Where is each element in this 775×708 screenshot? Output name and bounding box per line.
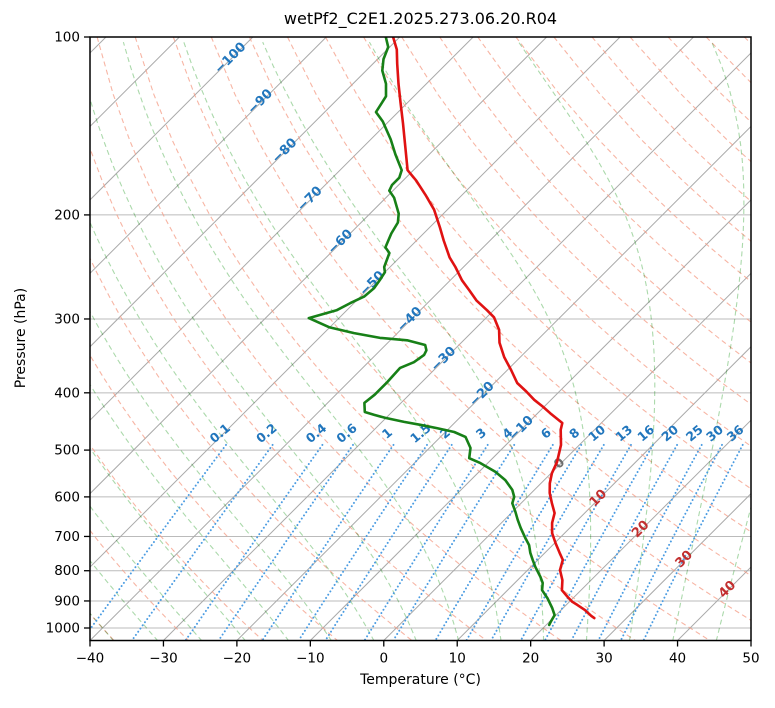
x-tick-label: 10 [449,651,466,667]
y-tick-label: 1000 [46,621,80,637]
mixing-ratio-label: 13 [612,422,635,445]
mixing-ratio-label: 36 [724,422,747,445]
y-tick-label: 500 [54,443,80,459]
y-axis-label: Pressure (hPa) [13,287,29,389]
mixing-ratio-label: 20 [658,422,681,445]
isotherm-label: −80 [269,135,300,166]
isotherm-label: −20 [467,379,498,410]
isotherm-label: −60 [325,227,356,258]
mixing-ratio-label: 0.2 [253,420,280,446]
mixing-ratio-label: 3 [473,425,489,442]
isotherm-label: 10 [587,487,610,510]
isotherm-label: −90 [245,86,276,117]
pressure-gridlines [90,37,751,629]
y-tick-label: 300 [54,311,80,327]
x-tick-label: 20 [522,651,539,667]
mixing-ratio-lines [90,443,744,641]
y-tick-label: 100 [54,30,80,46]
x-tick-label: 0 [379,651,388,667]
x-tick-label: 30 [596,651,613,667]
isotherm-label: −70 [295,184,326,215]
mixing-ratio-label: 0.6 [333,420,360,446]
chart-title: wetPf2_C2E1.2025.273.06.20.R04 [283,9,558,28]
isotherm-label: 40 [716,578,739,601]
x-axis-label: Temperature (°C) [360,672,481,688]
dewpoint-curve [307,37,556,627]
x-tick-label: −20 [223,651,252,667]
y-tick-label: 800 [54,563,80,579]
mixing-ratio-label: 0.1 [207,420,234,446]
x-tick-label: 50 [742,651,759,667]
mixing-ratio-label: 6 [538,424,555,441]
y-tick-label: 700 [54,529,80,545]
moist-adiabat-lines [90,41,751,641]
mixing-ratio-label: 1 [379,425,395,442]
isotherm-label: −40 [394,304,425,335]
x-tick-label: 40 [669,651,686,667]
isotherm-label: −100 [212,40,249,77]
x-axis-ticks: −40 −30 −20 −10 0 10 20 30 40 50 [76,640,760,667]
plot-frame [89,36,752,642]
x-tick-label: −10 [296,651,325,667]
isotherm-label: −10 [506,413,537,444]
x-tick-label: −40 [76,651,105,667]
temperature-curve [391,37,596,620]
x-tick-label: −30 [149,651,178,667]
y-tick-label: 400 [54,385,80,401]
mixing-ratio-label: 8 [566,425,582,442]
y-tick-label: 900 [54,593,80,609]
y-axis-ticks: 100 200 300 400 500 600 700 800 900 1000 [46,30,90,637]
isotherm-label: 20 [629,518,652,541]
dry-adiabat-lines [90,37,751,641]
isotherm-label: −30 [428,344,459,375]
y-tick-label: 600 [54,489,80,505]
y-tick-label: 200 [54,207,80,223]
isotherm-label: 30 [673,548,696,571]
